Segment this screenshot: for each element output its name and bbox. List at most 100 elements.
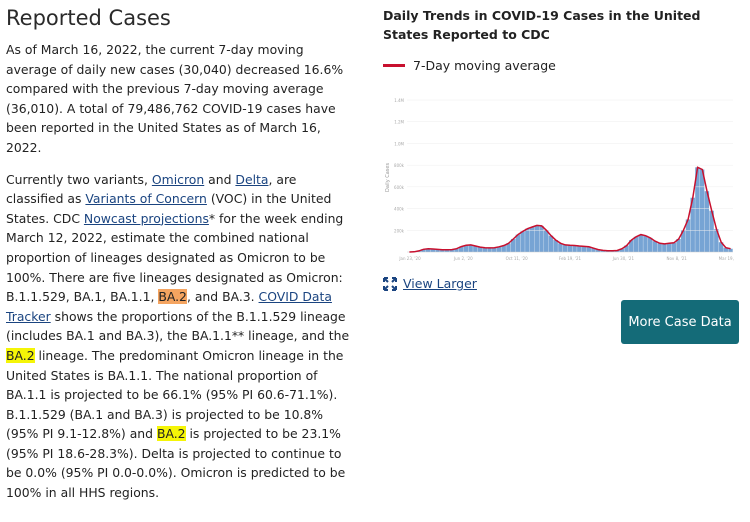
daily-cases-bar [440, 249, 445, 252]
view-larger-link[interactable]: View Larger [383, 276, 477, 291]
daily-cases-bar [506, 243, 511, 252]
more-case-data-button[interactable]: More Case Data [621, 300, 739, 344]
daily-cases-bar [685, 219, 691, 252]
y-tick-label: 1.4M [394, 98, 404, 103]
daily-cases-bar [586, 246, 591, 252]
daily-cases-bar [600, 250, 606, 252]
daily-cases-bar [458, 246, 464, 252]
text-span: lineage. The predominant Omicron lineage… [6, 347, 344, 442]
y-tick-label: 1.0M [394, 141, 404, 146]
daily-cases-bar [690, 197, 695, 252]
daily-cases-bar [501, 245, 506, 252]
daily-cases-bar [525, 228, 530, 252]
daily-cases-bar [577, 246, 582, 252]
legend-swatch [383, 64, 405, 67]
daily-cases-bar [676, 238, 681, 252]
text-span: Currently two variants, [6, 171, 152, 187]
text-span: , and BA.3. [186, 289, 259, 305]
x-tick-label: Jan 23, '20 [398, 256, 421, 261]
daily-cases-bar [421, 249, 426, 252]
x-tick-label: Jun 2, '20 [453, 256, 473, 261]
x-tick-label: Jun 30, '21 [612, 256, 635, 261]
daily-cases-bar [671, 242, 677, 252]
chart-panel: Daily Trends in COVID-19 Cases in the Un… [383, 6, 743, 344]
daily-cases-bar [728, 248, 733, 252]
daily-cases-bar [487, 247, 492, 252]
x-tick-label: Feb 19, '21 [559, 256, 582, 261]
view-larger-label[interactable]: View Larger [403, 276, 477, 291]
x-tick-label: Oct 11, '20 [506, 256, 528, 261]
daily-cases-bar [666, 243, 672, 252]
y-tick-label: 200k [394, 228, 405, 233]
daily-cases-bar [534, 225, 539, 252]
text-span: * for the week ending March 12, 2022, es… [6, 210, 344, 305]
text-span: and [204, 171, 236, 187]
daily-cases-bar [567, 245, 573, 252]
daily-cases-bar [520, 231, 525, 252]
daily-cases-bar [425, 248, 431, 252]
y-tick-label: 600k [394, 185, 405, 190]
daily-cases-bar [553, 240, 558, 252]
daily-cases-bar [572, 245, 577, 252]
nowcast-projections-link[interactable]: Nowcast projections [83, 210, 209, 226]
daily-cases-bar [704, 191, 710, 252]
expand-arrows-icon [383, 276, 397, 291]
chart-title: Daily Trends in COVID-19 Cases in the Un… [383, 8, 701, 42]
daily-cases-bar [496, 246, 502, 252]
daily-cases-bar [482, 247, 488, 252]
daily-cases-bar [430, 248, 436, 252]
highlight-ba2: BA.2 [158, 289, 187, 305]
daily-cases-bar [544, 230, 549, 252]
highlight-ba2: BA.2 [6, 347, 35, 363]
daily-cases-bar [510, 238, 516, 252]
daily-cases-bar [657, 243, 662, 252]
daily-cases-bar [539, 225, 544, 252]
daily-cases-bar [449, 249, 454, 252]
text-span: shows the proportions of the B.1.1.529 l… [6, 308, 350, 344]
daily-cases-bar [695, 167, 700, 252]
daily-cases-bar [595, 249, 601, 252]
daily-cases-bar [643, 235, 648, 252]
text-span: (VOC) in the United States. CDC [6, 191, 332, 226]
daily-cases-bar [681, 230, 686, 252]
chart-legend: 7-Day moving average [383, 58, 743, 73]
y-axis-label: Daily Cases [385, 163, 391, 192]
daily-cases-bar [652, 241, 658, 252]
daily-cases-bar [454, 248, 459, 252]
daily-cases-bar [638, 234, 643, 252]
daily-cases-bar [591, 248, 596, 252]
daily-cases-bar [492, 247, 497, 252]
x-tick-label: Mar 19, '22 [719, 256, 735, 261]
legend-label: 7-Day moving average [413, 58, 556, 73]
daily-cases-bar [718, 242, 724, 252]
delta-link[interactable]: Delta [235, 171, 269, 187]
daily-cases-bar [619, 248, 625, 252]
x-tick-label: Nov 8, '21 [666, 256, 687, 261]
daily-cases-bar [562, 244, 568, 252]
daily-cases-bar [709, 210, 714, 252]
daily-cases-bar [662, 243, 667, 252]
daily-cases-bar [647, 237, 653, 252]
daily-cases-bar [463, 245, 469, 252]
daily-cases-bar [473, 246, 478, 252]
covid-data-tracker-link[interactable]: COVID Data Tracker [6, 289, 332, 324]
daily-cases-bar [633, 236, 639, 252]
daily-cases-bar [435, 249, 440, 252]
daily-cases-bar [558, 243, 563, 252]
text-span: , are classified as [6, 171, 297, 207]
daily-cases-bar [699, 169, 705, 252]
omicron-link[interactable]: Omicron [151, 171, 205, 187]
summary-paragraph: As of March 16, 2022, the current 7-day … [6, 42, 344, 155]
y-tick-label: 400k [394, 207, 405, 212]
daily-cases-bar [714, 229, 719, 252]
y-tick-label: 1.2M [394, 120, 404, 125]
daily-cases-bar [723, 247, 728, 252]
variants-of-concern-link[interactable]: Variants of Concern [85, 191, 207, 207]
highlight-ba2: BA.2 [156, 426, 186, 442]
daily-cases-bar [581, 246, 587, 252]
daily-cases-bar [515, 234, 521, 252]
daily-cases-chart[interactable]: Daily Cases 200k 400k 600k 800k 1.0M 1.2M 1.4M J… [383, 92, 735, 272]
daily-cases-bar [477, 247, 483, 252]
reported-cases-section: Reported Cases As of March 16, 2022, the… [6, 4, 351, 515]
daily-cases-bar [624, 245, 629, 252]
